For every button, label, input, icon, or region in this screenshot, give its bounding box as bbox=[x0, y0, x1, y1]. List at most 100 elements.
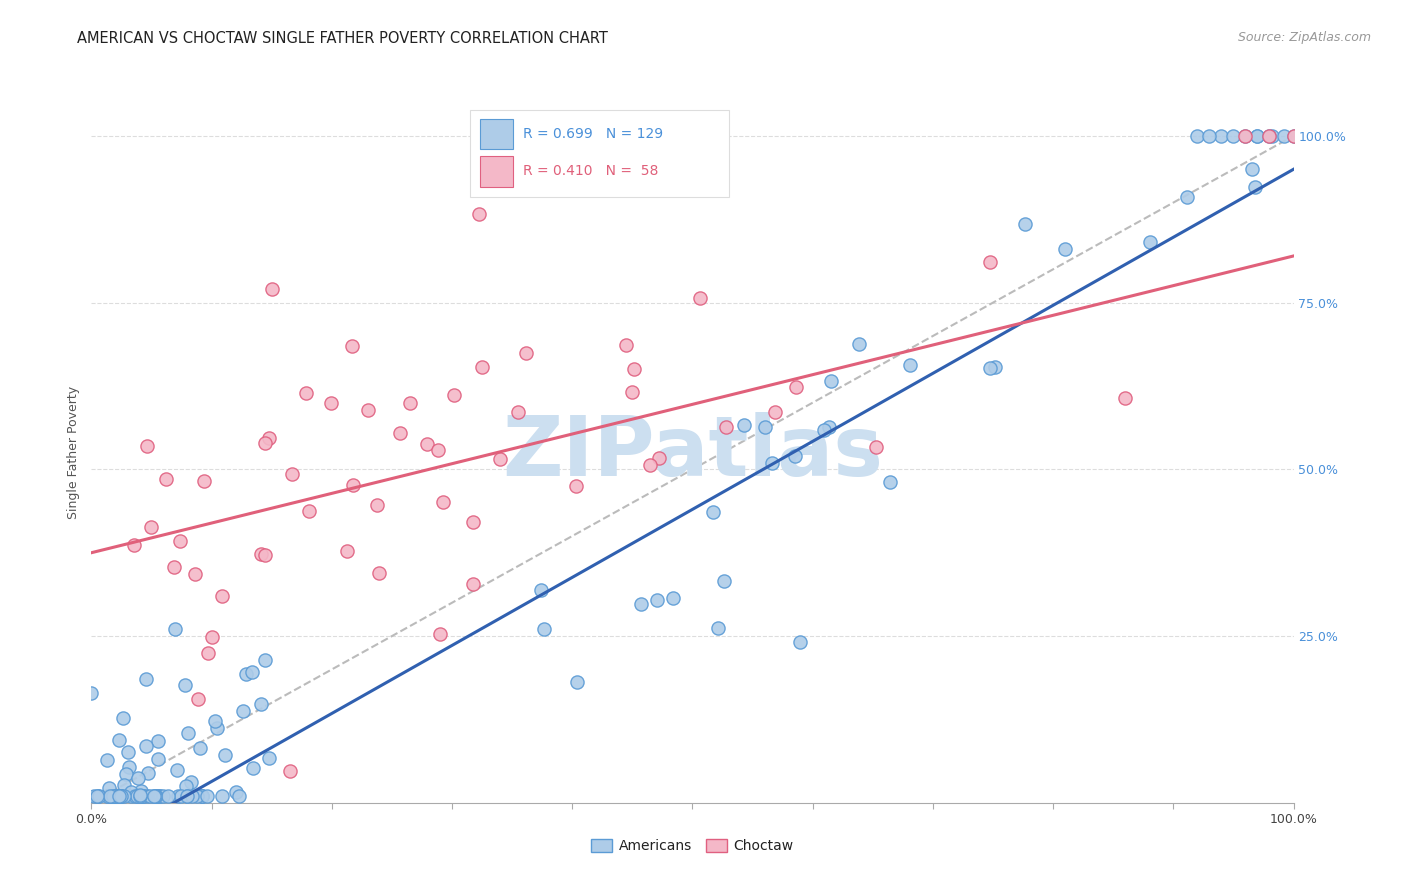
Point bbox=[368, 566, 391, 580]
Point bbox=[281, 467, 304, 482]
Point bbox=[648, 450, 671, 465]
Point bbox=[813, 424, 835, 438]
Point bbox=[110, 789, 132, 804]
Point bbox=[105, 789, 128, 804]
Point bbox=[127, 771, 149, 785]
Point bbox=[638, 458, 661, 473]
Point bbox=[110, 789, 132, 804]
Point bbox=[336, 544, 359, 558]
Point bbox=[432, 494, 454, 508]
Point bbox=[190, 741, 212, 756]
Point bbox=[104, 789, 127, 804]
Point bbox=[702, 505, 724, 519]
Point bbox=[254, 548, 277, 562]
Point bbox=[132, 789, 155, 804]
Point bbox=[1053, 242, 1076, 256]
Point bbox=[427, 442, 450, 457]
Point bbox=[148, 789, 170, 804]
Point bbox=[254, 436, 277, 450]
Point bbox=[225, 785, 247, 799]
Point bbox=[298, 504, 321, 518]
Point bbox=[136, 766, 159, 780]
Point bbox=[257, 751, 280, 765]
Point bbox=[107, 789, 129, 804]
Point bbox=[138, 789, 160, 804]
Point bbox=[165, 623, 187, 637]
Point bbox=[97, 789, 120, 804]
Point bbox=[214, 747, 236, 762]
Point bbox=[1246, 128, 1268, 143]
Point bbox=[1260, 128, 1282, 143]
Point bbox=[143, 789, 166, 804]
Point bbox=[211, 789, 233, 804]
Point bbox=[146, 752, 169, 766]
Point bbox=[145, 789, 167, 804]
Point bbox=[389, 425, 412, 440]
Point bbox=[156, 789, 179, 804]
Point bbox=[763, 405, 786, 419]
Point bbox=[1246, 128, 1268, 143]
Point bbox=[1175, 190, 1198, 204]
Point bbox=[190, 789, 212, 804]
Point bbox=[98, 780, 121, 795]
Point bbox=[1114, 391, 1136, 405]
Point bbox=[108, 789, 131, 804]
Point bbox=[96, 753, 118, 767]
Point bbox=[733, 418, 755, 433]
Point bbox=[166, 763, 188, 777]
Point bbox=[167, 789, 190, 804]
Point bbox=[783, 449, 806, 463]
Point bbox=[122, 538, 145, 552]
Point bbox=[508, 404, 530, 418]
Point bbox=[461, 577, 484, 591]
Point bbox=[295, 385, 318, 400]
Point bbox=[201, 630, 224, 644]
Point bbox=[761, 456, 783, 470]
Point bbox=[789, 634, 811, 648]
Point bbox=[342, 478, 364, 492]
Point bbox=[515, 346, 537, 360]
Point bbox=[163, 560, 186, 574]
Point bbox=[107, 789, 129, 804]
Point bbox=[191, 789, 214, 804]
Point bbox=[1243, 180, 1265, 194]
Point bbox=[707, 622, 730, 636]
Point bbox=[87, 789, 110, 804]
FancyBboxPatch shape bbox=[470, 110, 728, 197]
Point bbox=[155, 472, 177, 486]
Point bbox=[1272, 128, 1295, 143]
FancyBboxPatch shape bbox=[479, 120, 513, 150]
Point bbox=[124, 789, 146, 804]
Point bbox=[120, 789, 142, 804]
Text: ZIPatlas: ZIPatlas bbox=[502, 412, 883, 493]
Point bbox=[135, 439, 157, 453]
Point bbox=[183, 567, 205, 582]
Text: R = 0.699   N = 129: R = 0.699 N = 129 bbox=[523, 127, 664, 141]
Point bbox=[1282, 128, 1305, 143]
Point bbox=[129, 784, 152, 798]
Point bbox=[186, 789, 208, 804]
Point bbox=[176, 725, 198, 739]
Point bbox=[131, 789, 153, 804]
Point bbox=[399, 396, 422, 410]
Point bbox=[1211, 128, 1233, 143]
Point bbox=[112, 778, 135, 792]
Point bbox=[228, 789, 250, 804]
Point bbox=[240, 665, 263, 680]
Point bbox=[1258, 128, 1281, 143]
Point bbox=[1014, 217, 1036, 231]
Point bbox=[115, 767, 138, 781]
Text: R = 0.410   N =  58: R = 0.410 N = 58 bbox=[523, 164, 658, 178]
Point bbox=[141, 519, 163, 533]
Point bbox=[250, 547, 273, 561]
Point bbox=[1139, 235, 1161, 249]
Point bbox=[112, 789, 135, 804]
Point bbox=[176, 779, 198, 793]
Point bbox=[754, 420, 776, 434]
Point bbox=[103, 789, 125, 804]
Point bbox=[187, 691, 209, 706]
Point bbox=[979, 360, 1001, 375]
Point bbox=[112, 710, 135, 724]
Point bbox=[176, 789, 198, 804]
Point bbox=[865, 440, 887, 454]
